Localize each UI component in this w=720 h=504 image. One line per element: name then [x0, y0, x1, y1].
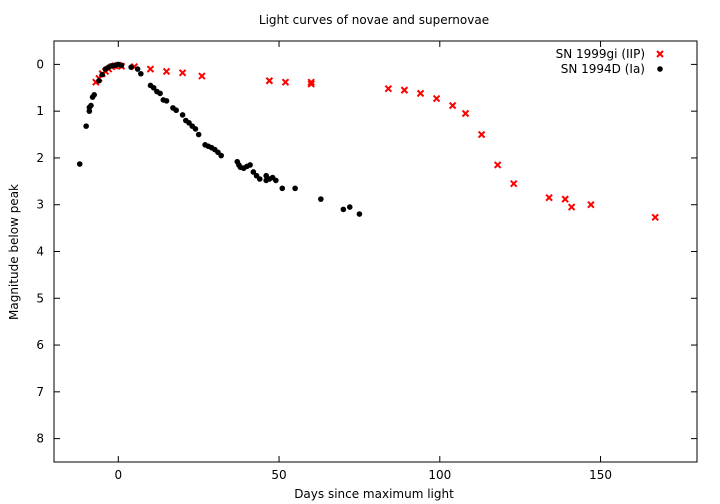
y-axis: 0 1 2 3 4 5 6 7 8 [36, 57, 697, 446]
data-point [195, 131, 202, 138]
y-tick-label: 2 [36, 151, 44, 165]
data-point [192, 126, 199, 132]
legend-label: SN 1994D (Ia) [561, 62, 645, 76]
data-point [218, 152, 224, 159]
x-tick-label: 100 [428, 468, 451, 482]
data-point [198, 72, 206, 80]
data-point [567, 203, 576, 211]
data-point [416, 89, 425, 98]
data-point [400, 86, 409, 94]
data-point [307, 78, 315, 86]
series-1 [92, 61, 659, 222]
y-tick-label: 8 [36, 432, 44, 446]
data-point [88, 102, 94, 109]
data-point [138, 70, 144, 77]
y-tick-label: 3 [36, 198, 44, 212]
data-point [384, 85, 393, 93]
data-point [273, 177, 279, 184]
legend-label: SN 1999gi (IIP) [556, 47, 645, 61]
data-point [493, 161, 502, 169]
y-axis-label: Magnitude below peak [7, 184, 21, 320]
data-point [118, 62, 125, 69]
legend: SN 1999gi (IIP)SN 1994D (Ia) [556, 47, 664, 76]
data-point [545, 193, 553, 202]
series-2 [76, 61, 363, 217]
data-point [587, 201, 595, 209]
y-tick-label: 0 [36, 57, 44, 71]
data-point [340, 206, 347, 213]
chart-title: Light curves of novae and supernovae [259, 13, 489, 27]
data-point [178, 69, 187, 77]
series-layer [76, 61, 659, 222]
data-point [318, 196, 324, 202]
data-point [179, 112, 186, 118]
x-tick-label: 50 [271, 468, 286, 482]
legend-marker [656, 50, 664, 58]
data-point [128, 64, 134, 70]
x-tick-label: 0 [114, 468, 122, 482]
data-point [83, 123, 89, 129]
data-point [510, 179, 518, 188]
data-point [265, 77, 274, 85]
data-point [91, 91, 97, 98]
legend-marker [657, 66, 663, 72]
data-point [76, 161, 83, 167]
data-point [281, 78, 290, 86]
y-tick-label: 5 [36, 291, 44, 305]
data-point [256, 176, 263, 182]
data-point [96, 77, 102, 84]
data-point [146, 65, 155, 73]
data-point [477, 130, 486, 139]
data-point [346, 204, 353, 210]
data-point [173, 107, 179, 114]
x-axis-label: Days since maximum light [294, 487, 454, 501]
data-point [448, 101, 457, 110]
data-point [651, 213, 659, 222]
data-point [432, 94, 441, 103]
y-tick-label: 1 [36, 104, 44, 118]
data-point [292, 185, 298, 192]
x-axis: 0 50 100 150 [114, 41, 612, 482]
y-tick-label: 7 [36, 385, 44, 399]
data-point [162, 67, 171, 76]
y-tick-label: 4 [36, 245, 44, 259]
data-point [250, 169, 257, 175]
data-point [356, 211, 363, 217]
x-tick-label: 150 [589, 468, 612, 482]
data-point [279, 185, 286, 192]
data-point [307, 80, 315, 88]
data-point [163, 98, 170, 104]
plot-frame [53, 40, 698, 463]
y-tick-label: 6 [36, 338, 44, 352]
data-point [561, 195, 569, 203]
data-point [461, 109, 470, 118]
data-point [99, 71, 106, 78]
data-point [150, 84, 157, 91]
data-point [134, 66, 141, 72]
data-point [247, 162, 253, 168]
data-point [157, 90, 163, 97]
